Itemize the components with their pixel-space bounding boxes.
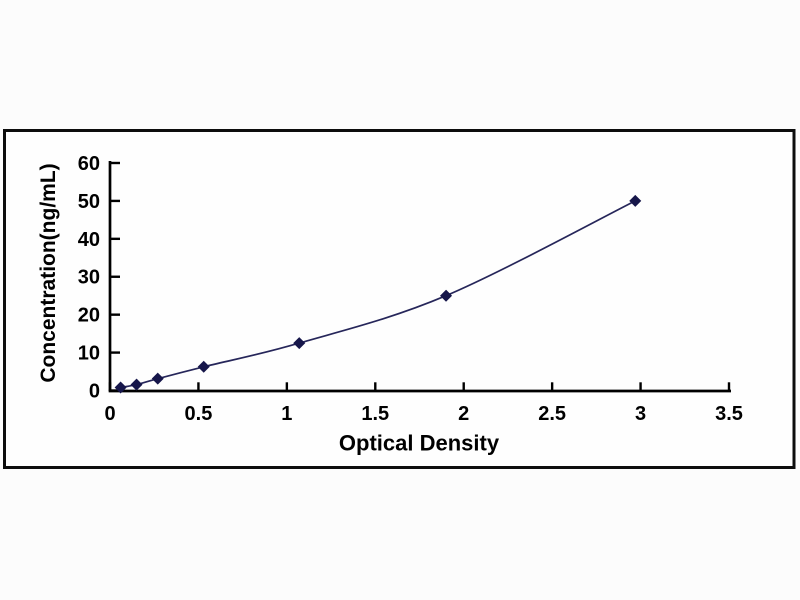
x-tick-label: 1: [281, 403, 292, 425]
data-point-marker: [130, 378, 143, 391]
x-axis-title: Optical Density: [339, 431, 500, 456]
x-tick-label: 0.5: [185, 403, 213, 425]
data-point-marker: [629, 194, 642, 207]
y-tick-label: 40: [78, 229, 100, 251]
x-tick-label: 3.5: [715, 403, 743, 425]
y-tick-label: 30: [78, 267, 100, 289]
y-tick-label: 50: [78, 191, 100, 213]
y-axis-ticks: 0 10 20 30 40 50 60: [78, 153, 120, 403]
x-tick-label: 2.5: [538, 403, 566, 425]
y-tick-label: 0: [89, 381, 100, 403]
data-point-marker: [114, 381, 127, 394]
data-point-marker: [197, 360, 210, 373]
data-point-marker: [440, 289, 453, 302]
data-point-marker: [293, 337, 306, 350]
x-axis-ticks: 0 0.5 1 1.5 2 2.5 3 3.5: [104, 382, 743, 425]
x-tick-label: 0: [104, 403, 115, 425]
y-tick-label: 10: [78, 343, 100, 365]
data-series: [114, 194, 642, 394]
x-tick-label: 2: [458, 403, 469, 425]
y-tick-label: 20: [78, 305, 100, 327]
y-axis-title: Concentration(ng/mL): [37, 163, 60, 382]
data-point-marker: [151, 372, 164, 385]
x-tick-label: 3: [635, 403, 646, 425]
x-tick-label: 1.5: [361, 403, 389, 425]
chart-panel: [3, 129, 796, 469]
y-tick-label: 60: [78, 153, 100, 175]
axes: [108, 161, 731, 393]
